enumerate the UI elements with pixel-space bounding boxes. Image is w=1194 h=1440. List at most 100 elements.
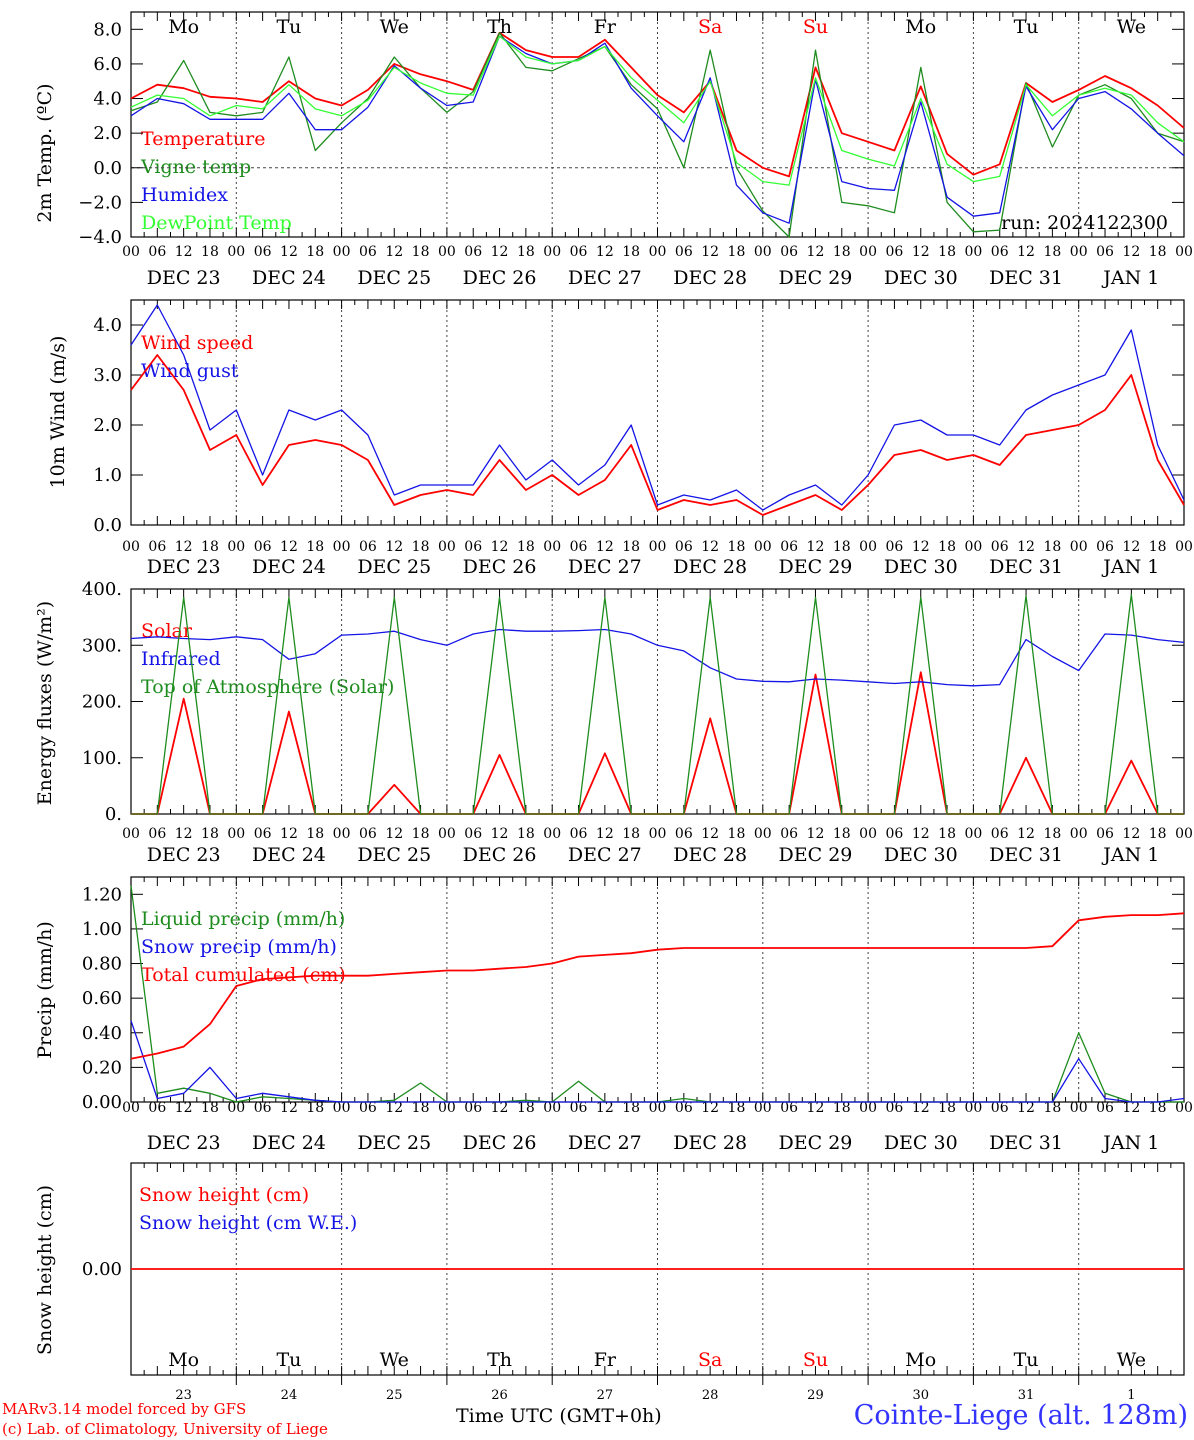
hour-tick-label: 06 (359, 244, 377, 260)
hour-tick-label: 18 (1043, 539, 1061, 555)
hour-tick-label: 06 (1096, 244, 1114, 260)
hour-tick-label: 00 (649, 1100, 667, 1116)
hour-tick-label: 18 (728, 826, 746, 842)
date-label: DEC 26 (463, 844, 537, 866)
hour-tick-label: 00 (1175, 539, 1193, 555)
date-label: DEC 23 (147, 844, 221, 866)
hour-tick-label: 12 (385, 244, 403, 260)
hour-tick-label: 12 (596, 1100, 614, 1116)
hour-tick-label: 12 (1122, 826, 1140, 842)
snow-panel: Snow height (cm) Snow height (cm) Snow h… (34, 1162, 1185, 1376)
hour-tick-label: 06 (1096, 826, 1114, 842)
weekday-label: Th (487, 16, 512, 38)
hour-tick-label: 18 (728, 539, 746, 555)
y-axis-label: Precip (mm/h) (34, 921, 56, 1059)
hour-tick-label: 00 (543, 1100, 561, 1116)
day-number-label: 30 (912, 1388, 929, 1403)
hour-tick-label: 12 (175, 826, 193, 842)
weekday-label: Mo (168, 1349, 199, 1371)
hour-tick-label: 00 (754, 826, 772, 842)
hour-tick-label: 00 (649, 826, 667, 842)
temperature-panel: 2m Temp. (ºC) Temperature Vigne temp Hum… (34, 11, 1185, 238)
hour-tick-label: 12 (1017, 244, 1035, 260)
date-label: DEC 25 (357, 844, 431, 866)
weekday-label: Tu (276, 1349, 301, 1371)
y-tick-label: 4.0 (93, 89, 122, 110)
vigne-temp-line (130, 32, 1185, 238)
hour-tick-label: 06 (886, 826, 904, 842)
hour-tick-label: 18 (412, 826, 430, 842)
y-tick-label: 1.0 (93, 465, 122, 486)
hour-tick-label: 12 (1122, 1100, 1140, 1116)
hour-tick-label: 12 (701, 539, 719, 555)
hour-tick-label: 06 (991, 826, 1009, 842)
date-label: DEC 28 (673, 1132, 747, 1154)
hour-tick-label: 00 (649, 539, 667, 555)
hour-tick-label: 00 (964, 1100, 982, 1116)
date-label: DEC 31 (989, 556, 1063, 578)
hour-tick-label: 00 (333, 826, 351, 842)
hour-tick-label: 06 (780, 539, 798, 555)
hour-tick-label: 12 (807, 826, 825, 842)
model-line: MARv3.14 model forced by GFS (2, 1400, 247, 1418)
hour-tick-label: 18 (833, 826, 851, 842)
legend-toa-solar: Top of Atmosphere (Solar) (141, 676, 394, 698)
hour-tick-label: 12 (491, 244, 509, 260)
hour-tick-label: 00 (122, 826, 140, 842)
hour-tick-label: 00 (438, 1100, 456, 1116)
hour-tick-label: 12 (807, 539, 825, 555)
date-label: DEC 31 (989, 844, 1063, 866)
y-tick-label: 0.80 (82, 954, 122, 975)
day-number-label: 28 (702, 1388, 719, 1403)
hour-tick-label: 06 (254, 1100, 272, 1116)
hour-tick-label: 18 (1043, 826, 1061, 842)
day-number-label: 1 (1127, 1388, 1135, 1403)
total-cumulated-cm-line (130, 912, 1185, 1060)
weekday-label: We (380, 16, 409, 38)
hour-tick-label: 18 (1149, 826, 1167, 842)
y-tick-label: 0.00 (82, 1092, 122, 1113)
date-label: DEC 31 (989, 1132, 1063, 1154)
date-label: DEC 29 (779, 556, 853, 578)
y-tick-label: 8.0 (93, 19, 122, 40)
y-tick-label: 3.0 (93, 365, 122, 386)
hour-tick-label: 12 (912, 539, 930, 555)
hour-tick-label: 12 (385, 1100, 403, 1116)
hour-tick-label: 18 (201, 539, 219, 555)
y-tick-label: 1.20 (82, 884, 122, 905)
hour-tick-label: 12 (491, 539, 509, 555)
credit-line: (c) Lab. of Climatology, University of L… (2, 1420, 328, 1438)
hour-tick-label: 00 (754, 244, 772, 260)
y-tick-label: 0.20 (82, 1057, 122, 1078)
y-tick-label: 400. (82, 579, 122, 600)
hour-tick-label: 18 (728, 244, 746, 260)
legend-snow-precip: Snow precip (mm/h) (141, 936, 337, 958)
hour-tick-label: 00 (859, 244, 877, 260)
hour-tick-label: 06 (570, 244, 588, 260)
hour-tick-label: 12 (385, 539, 403, 555)
date-label: DEC 31 (989, 267, 1063, 289)
hour-tick-label: 12 (175, 539, 193, 555)
hour-tick-label: 00 (964, 539, 982, 555)
hour-tick-label: 12 (596, 826, 614, 842)
date-label: JAN 1 (1101, 844, 1159, 866)
date-label: DEC 28 (673, 844, 747, 866)
hour-tick-label: 12 (280, 826, 298, 842)
y-tick-label: −2.0 (78, 192, 122, 213)
hour-tick-label: 18 (412, 244, 430, 260)
hour-tick-label: 18 (622, 244, 640, 260)
date-label: JAN 1 (1101, 556, 1159, 578)
y-tick-label: 0.40 (82, 1023, 122, 1044)
hour-tick-label: 06 (675, 539, 693, 555)
hour-tick-label: 18 (833, 539, 851, 555)
hour-tick-label: 00 (1070, 826, 1088, 842)
hour-tick-label: 12 (1017, 1100, 1035, 1116)
day-number-label: 31 (1018, 1388, 1035, 1403)
hour-tick-label: 00 (543, 539, 561, 555)
wind-speed-line (130, 354, 1185, 516)
weekday-label: Tu (1014, 16, 1039, 38)
hour-tick-label: 00 (333, 1100, 351, 1116)
hour-tick-label: 12 (491, 826, 509, 842)
